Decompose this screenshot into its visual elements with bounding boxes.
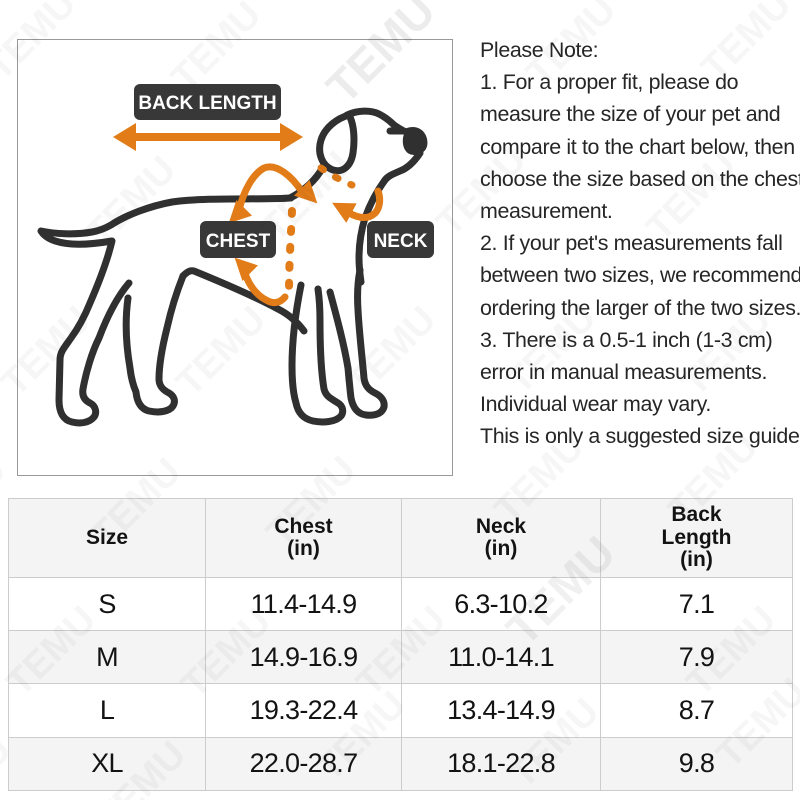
svg-text:CHEST: CHEST: [206, 231, 271, 252]
svg-text:BACK LENGTH: BACK LENGTH: [138, 93, 276, 114]
svg-text:NECK: NECK: [374, 231, 428, 252]
